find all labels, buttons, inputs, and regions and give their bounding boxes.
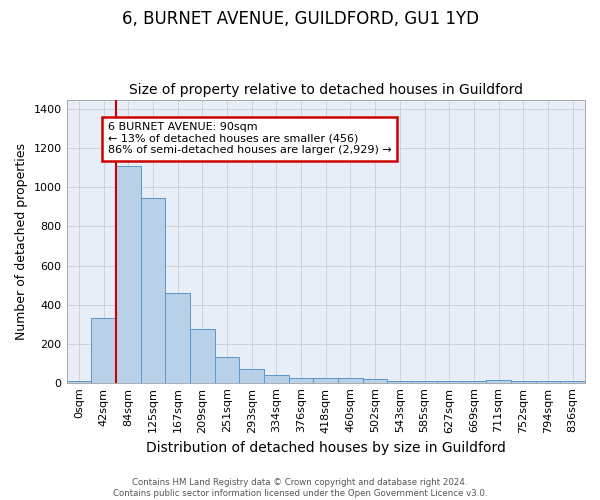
Bar bbox=[437, 381, 461, 382]
Text: 6 BURNET AVENUE: 90sqm
← 13% of detached houses are smaller (456)
86% of semi-de: 6 BURNET AVENUE: 90sqm ← 13% of detached… bbox=[108, 122, 392, 156]
Title: Size of property relative to detached houses in Guildford: Size of property relative to detached ho… bbox=[129, 83, 523, 97]
Text: Contains HM Land Registry data © Crown copyright and database right 2024.
Contai: Contains HM Land Registry data © Crown c… bbox=[113, 478, 487, 498]
Bar bbox=[461, 381, 486, 382]
Bar bbox=[67, 381, 91, 382]
Bar bbox=[264, 375, 289, 382]
Bar bbox=[338, 378, 363, 382]
Bar bbox=[412, 381, 437, 382]
Bar bbox=[116, 166, 140, 382]
Bar bbox=[190, 329, 215, 382]
Bar bbox=[560, 381, 585, 382]
Bar bbox=[486, 380, 511, 382]
Bar bbox=[388, 381, 412, 382]
Bar bbox=[536, 381, 560, 382]
Bar bbox=[511, 381, 536, 382]
Bar bbox=[289, 378, 313, 382]
Text: 6, BURNET AVENUE, GUILDFORD, GU1 1YD: 6, BURNET AVENUE, GUILDFORD, GU1 1YD bbox=[121, 10, 479, 28]
Bar bbox=[91, 318, 116, 382]
Y-axis label: Number of detached properties: Number of detached properties bbox=[15, 142, 28, 340]
Bar bbox=[313, 378, 338, 382]
Bar bbox=[363, 379, 388, 382]
X-axis label: Distribution of detached houses by size in Guildford: Distribution of detached houses by size … bbox=[146, 441, 506, 455]
Bar bbox=[215, 358, 239, 382]
Bar bbox=[140, 198, 165, 382]
Bar bbox=[239, 369, 264, 382]
Bar bbox=[165, 293, 190, 382]
